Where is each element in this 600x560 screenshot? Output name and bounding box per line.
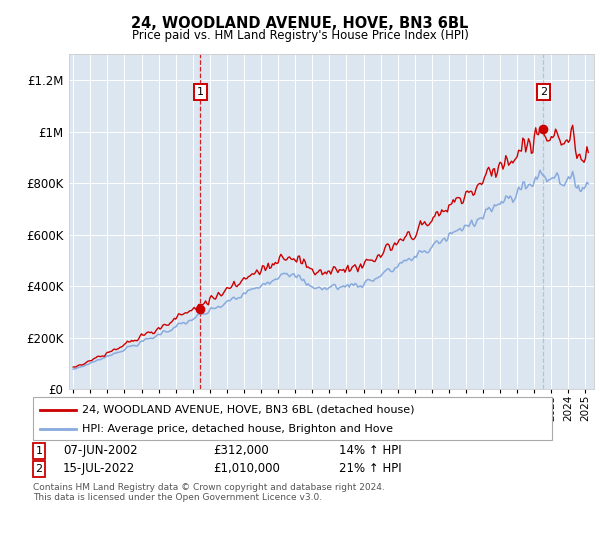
Text: £312,000: £312,000 [213,444,269,458]
Text: 1: 1 [35,446,43,456]
Text: 21% ↑ HPI: 21% ↑ HPI [339,462,401,475]
Text: Contains HM Land Registry data © Crown copyright and database right 2024.
This d: Contains HM Land Registry data © Crown c… [33,483,385,502]
Text: 24, WOODLAND AVENUE, HOVE, BN3 6BL: 24, WOODLAND AVENUE, HOVE, BN3 6BL [131,16,469,31]
Text: 24, WOODLAND AVENUE, HOVE, BN3 6BL (detached house): 24, WOODLAND AVENUE, HOVE, BN3 6BL (deta… [82,405,415,415]
Text: 2: 2 [35,464,43,474]
Text: 2: 2 [540,87,547,97]
Text: 1: 1 [197,87,204,97]
Text: 15-JUL-2022: 15-JUL-2022 [63,462,135,475]
Text: HPI: Average price, detached house, Brighton and Hove: HPI: Average price, detached house, Brig… [82,424,393,434]
Text: 14% ↑ HPI: 14% ↑ HPI [339,444,401,458]
Text: Price paid vs. HM Land Registry's House Price Index (HPI): Price paid vs. HM Land Registry's House … [131,29,469,42]
Text: 07-JUN-2002: 07-JUN-2002 [63,444,137,458]
Text: £1,010,000: £1,010,000 [213,462,280,475]
